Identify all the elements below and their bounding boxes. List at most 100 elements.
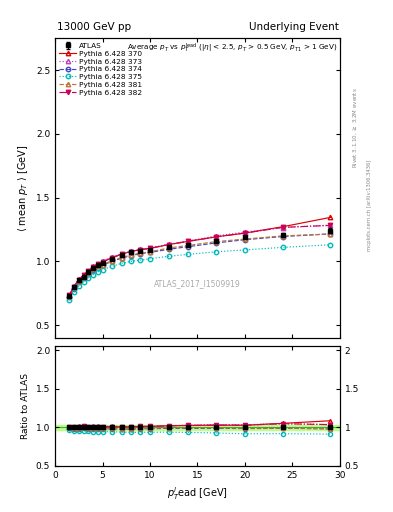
Pythia 6.428 381 — [72, 284, 76, 290]
Pythia 6.428 373 — [67, 292, 72, 298]
Pythia 6.428 370 — [110, 255, 114, 261]
Pythia 6.428 373 — [100, 258, 105, 264]
Pythia 6.428 374 — [91, 267, 95, 273]
Pythia 6.428 382 — [148, 245, 152, 251]
Pythia 6.428 373 — [119, 251, 124, 257]
Pythia 6.428 374 — [129, 252, 133, 259]
Pythia 6.428 374 — [328, 231, 333, 237]
Pythia 6.428 374 — [167, 246, 171, 252]
Pythia 6.428 370 — [100, 259, 105, 265]
Pythia 6.428 374 — [95, 265, 100, 271]
Pythia 6.428 375 — [242, 247, 247, 253]
Text: ATLAS_2017_I1509919: ATLAS_2017_I1509919 — [154, 280, 241, 288]
Pythia 6.428 381 — [214, 239, 219, 245]
Pythia 6.428 373 — [242, 229, 247, 235]
Pythia 6.428 382 — [91, 264, 95, 270]
Pythia 6.428 375 — [281, 244, 285, 250]
Pythia 6.428 381 — [81, 273, 86, 280]
Pythia 6.428 374 — [72, 286, 76, 292]
Pythia 6.428 381 — [185, 242, 190, 248]
Legend: ATLAS, Pythia 6.428 370, Pythia 6.428 373, Pythia 6.428 374, Pythia 6.428 375, P: ATLAS, Pythia 6.428 370, Pythia 6.428 37… — [57, 40, 144, 98]
Pythia 6.428 375 — [100, 267, 105, 273]
Text: mcplots.cern.ch [arXiv:1306.3436]: mcplots.cern.ch [arXiv:1306.3436] — [367, 159, 372, 250]
Pythia 6.428 373 — [214, 233, 219, 239]
Bar — [55, 425, 340, 430]
Pythia 6.428 374 — [81, 275, 86, 281]
Pythia 6.428 373 — [129, 248, 133, 254]
Pythia 6.428 381 — [328, 231, 333, 237]
Pythia 6.428 373 — [328, 222, 333, 228]
Pythia 6.428 382 — [214, 234, 219, 240]
Pythia 6.428 382 — [242, 230, 247, 236]
Pythia 6.428 375 — [185, 251, 190, 258]
Pythia 6.428 382 — [100, 259, 105, 265]
Pythia 6.428 374 — [110, 258, 114, 264]
Pythia 6.428 375 — [86, 275, 91, 281]
Pythia 6.428 381 — [91, 266, 95, 272]
Pythia 6.428 375 — [67, 296, 72, 303]
Pythia 6.428 374 — [100, 262, 105, 268]
Pythia 6.428 373 — [91, 263, 95, 269]
Pythia 6.428 382 — [72, 284, 76, 290]
Pythia 6.428 370 — [95, 261, 100, 267]
Pythia 6.428 373 — [95, 261, 100, 267]
Pythia 6.428 375 — [95, 269, 100, 275]
Y-axis label: Ratio to ATLAS: Ratio to ATLAS — [21, 373, 30, 439]
Pythia 6.428 375 — [81, 279, 86, 285]
Text: Rivet 3.1.10, $\geq$ 3.2M events: Rivet 3.1.10, $\geq$ 3.2M events — [352, 88, 360, 168]
Pythia 6.428 370 — [67, 292, 72, 298]
Pythia 6.428 370 — [148, 245, 152, 251]
Pythia 6.428 370 — [138, 247, 143, 253]
Pythia 6.428 381 — [281, 233, 285, 239]
Pythia 6.428 382 — [119, 251, 124, 257]
Pythia 6.428 382 — [81, 272, 86, 278]
Pythia 6.428 382 — [95, 261, 100, 267]
Pythia 6.428 381 — [95, 263, 100, 269]
Pythia 6.428 374 — [138, 251, 143, 257]
Pythia 6.428 373 — [138, 246, 143, 252]
Pythia 6.428 374 — [214, 240, 219, 246]
Pythia 6.428 374 — [86, 271, 91, 277]
Pythia 6.428 370 — [119, 251, 124, 257]
Pythia 6.428 370 — [129, 248, 133, 254]
Pythia 6.428 382 — [185, 238, 190, 244]
Pythia 6.428 381 — [110, 258, 114, 264]
X-axis label: $p_T^l$ead [GeV]: $p_T^l$ead [GeV] — [167, 485, 228, 502]
Pythia 6.428 382 — [67, 292, 72, 298]
Text: Underlying Event: Underlying Event — [249, 22, 339, 32]
Y-axis label: $\langle$ mean $p_T$ $\rangle$ [GeV]: $\langle$ mean $p_T$ $\rangle$ [GeV] — [16, 144, 30, 232]
Pythia 6.428 374 — [67, 294, 72, 300]
Pythia 6.428 382 — [76, 276, 81, 283]
Line: Pythia 6.428 370: Pythia 6.428 370 — [67, 215, 332, 297]
Pythia 6.428 375 — [119, 260, 124, 266]
Pythia 6.428 373 — [110, 254, 114, 260]
Pythia 6.428 375 — [167, 253, 171, 259]
Pythia 6.428 375 — [214, 249, 219, 255]
Line: Pythia 6.428 374: Pythia 6.428 374 — [67, 232, 332, 299]
Pythia 6.428 370 — [185, 238, 190, 244]
Pythia 6.428 374 — [242, 237, 247, 243]
Pythia 6.428 382 — [328, 222, 333, 228]
Pythia 6.428 370 — [214, 233, 219, 240]
Pythia 6.428 382 — [167, 242, 171, 248]
Pythia 6.428 370 — [86, 268, 91, 274]
Pythia 6.428 370 — [91, 264, 95, 270]
Pythia 6.428 382 — [281, 224, 285, 230]
Pythia 6.428 381 — [119, 254, 124, 261]
Pythia 6.428 370 — [281, 224, 285, 230]
Pythia 6.428 370 — [242, 230, 247, 236]
Pythia 6.428 381 — [129, 252, 133, 258]
Pythia 6.428 373 — [86, 268, 91, 274]
Pythia 6.428 382 — [86, 268, 91, 274]
Pythia 6.428 381 — [138, 250, 143, 256]
Pythia 6.428 370 — [167, 242, 171, 248]
Pythia 6.428 374 — [148, 249, 152, 255]
Pythia 6.428 373 — [81, 272, 86, 278]
Pythia 6.428 374 — [185, 244, 190, 250]
Pythia 6.428 375 — [138, 257, 143, 263]
Pythia 6.428 381 — [242, 236, 247, 242]
Pythia 6.428 375 — [129, 258, 133, 264]
Pythia 6.428 374 — [119, 255, 124, 261]
Pythia 6.428 370 — [81, 272, 86, 278]
Line: Pythia 6.428 375: Pythia 6.428 375 — [67, 243, 332, 302]
